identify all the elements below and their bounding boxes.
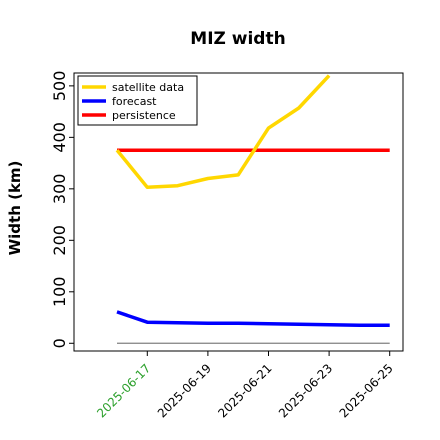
y-tick-label: 500 — [50, 71, 69, 102]
legend-label-forecast: forecast — [112, 95, 157, 108]
x-tick-label: 2025-06-17 — [94, 361, 153, 420]
y-axis-label: Width (km) — [6, 161, 24, 256]
y-axis: 0 100 200 300 400 500 — [50, 71, 74, 348]
y-tick-label: 100 — [50, 277, 69, 308]
x-tick-label: 2025-06-19 — [155, 361, 214, 420]
y-tick-label: 0 — [50, 338, 69, 348]
series-line-satellite-data — [115, 74, 331, 190]
x-tick-label: 2025-06-21 — [215, 361, 274, 420]
legend-label-satellite-data: satellite data — [112, 81, 184, 94]
y-tick-label: 400 — [50, 122, 69, 153]
x-tick-label: 2025-06-25 — [337, 361, 396, 420]
x-tick-label: 2025-06-23 — [276, 361, 335, 420]
chart-title: MIZ width — [190, 29, 285, 49]
x-axis: 2025-06-17 2025-06-19 2025-06-21 2025-06-23… — [94, 351, 396, 420]
legend: satellite data forecast persistence — [77, 75, 198, 126]
series-layer — [115, 74, 390, 328]
y-tick-label: 200 — [50, 225, 69, 256]
y-tick-label: 300 — [50, 174, 69, 205]
legend-label-persistence: persistence — [112, 109, 176, 122]
series-line-forecast — [116, 310, 390, 328]
